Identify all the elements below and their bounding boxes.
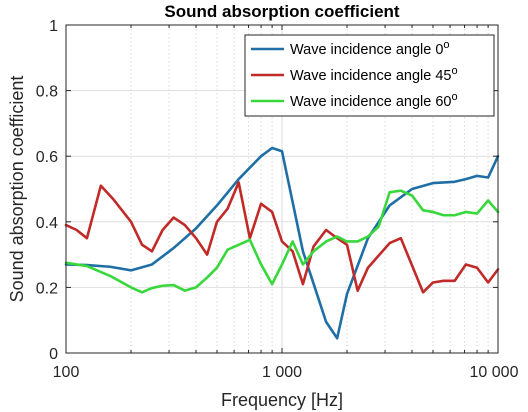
- x-tick-label: 100: [53, 364, 80, 381]
- x-tick-label: 1 000: [262, 364, 302, 381]
- tick-marks: [65, 24, 499, 354]
- y-tick-label: 0.6: [36, 149, 58, 166]
- y-axis-title: Sound absorption coefficient: [7, 76, 27, 303]
- x-axis-title: Frequency [Hz]: [221, 390, 343, 410]
- legend-box: [244, 34, 495, 117]
- legend-label: Wave incidence angle 45o: [290, 65, 458, 84]
- y-tick-label: 0.4: [36, 215, 58, 232]
- y-tick-label: 1: [49, 18, 58, 35]
- y-tick-label: 0: [49, 346, 58, 363]
- series-line: [64, 181, 500, 294]
- series-line: [64, 189, 500, 294]
- x-tick-label: 10 000: [470, 364, 519, 381]
- chart-title: Sound absorption coefficient: [164, 2, 400, 21]
- tick-labels: 100 1 000 10 000 0 0.2 0.4 0.6 0.8 1: [36, 18, 519, 381]
- legend-label: Wave incidence angle 0o: [290, 39, 450, 58]
- y-tick-label: 0.8: [36, 84, 58, 101]
- series-line: [64, 146, 500, 340]
- legend-label: Wave incidence angle 60o: [290, 91, 458, 110]
- legend: Wave incidence angle 0o Wave incidence an…: [244, 34, 495, 117]
- series-lines: [64, 146, 500, 340]
- y-tick-label: 0.2: [36, 280, 58, 297]
